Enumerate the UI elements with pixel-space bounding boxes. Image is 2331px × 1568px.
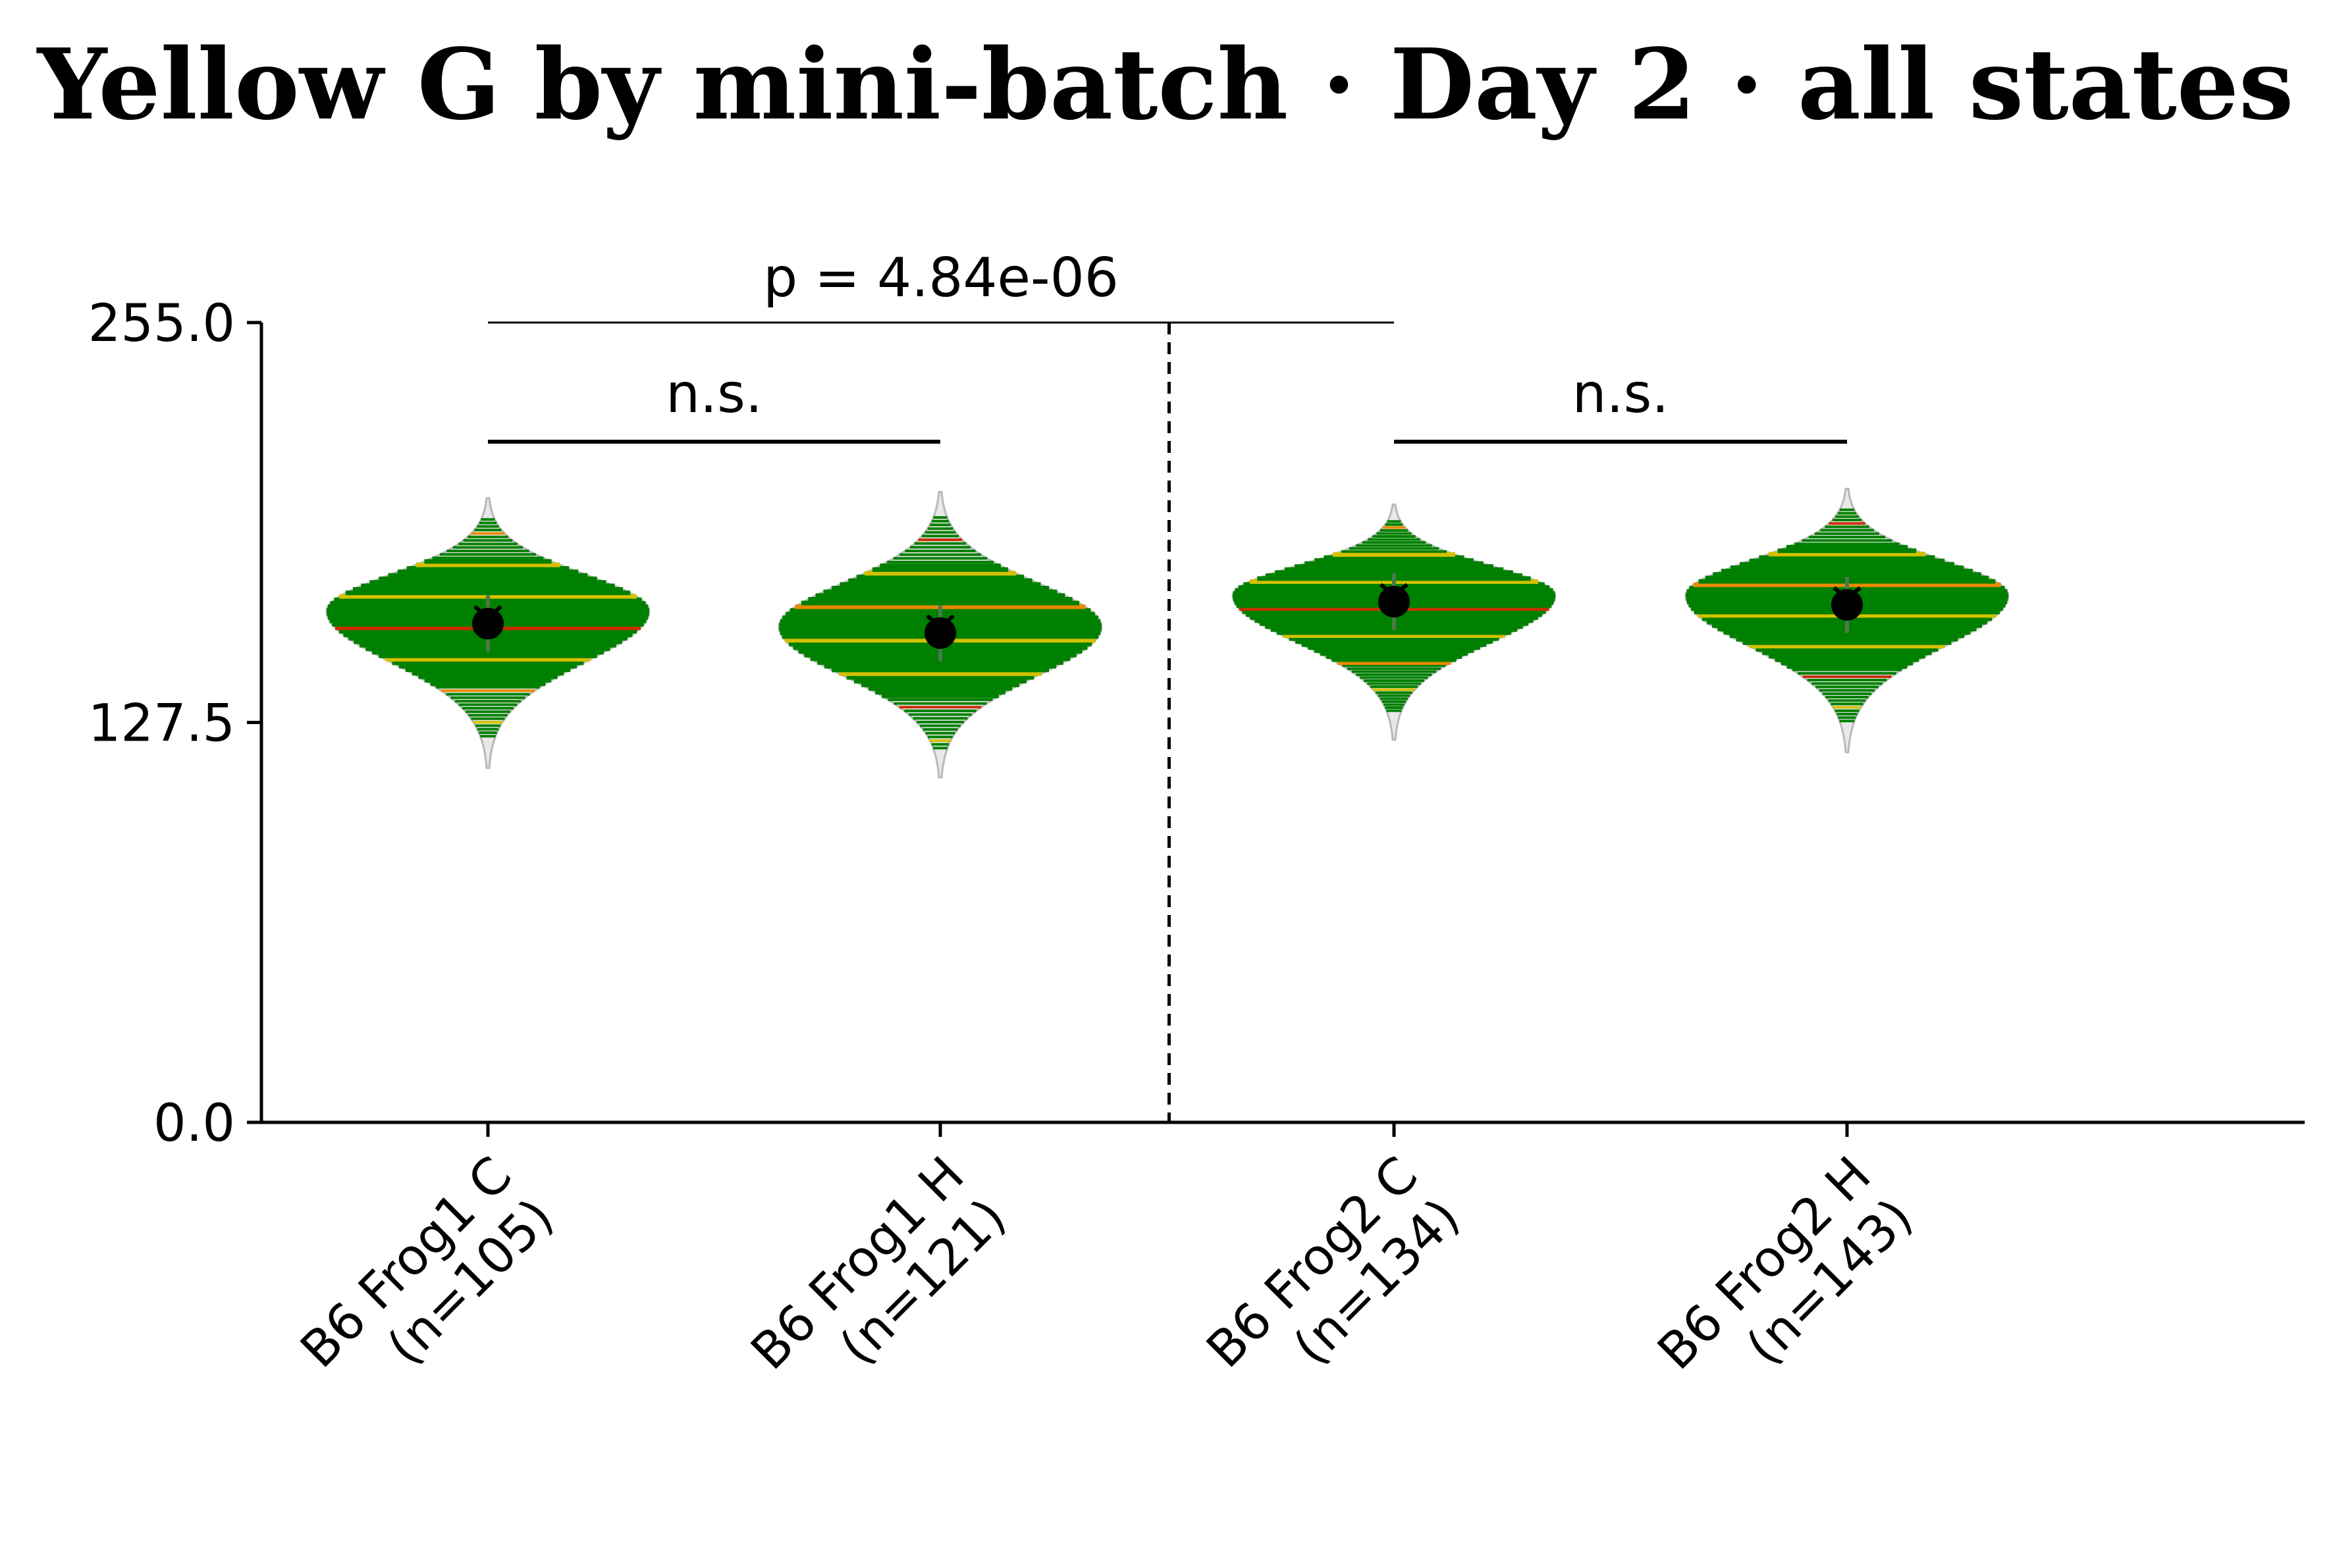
- y-tick-label: 127.5: [88, 694, 235, 754]
- violin-group: [1684, 488, 2010, 754]
- axes: 0.0 127.5 255.0: [88, 294, 2305, 1153]
- mean-marker: [1378, 586, 1410, 618]
- violin-group: [778, 490, 1103, 779]
- mean-marker: [924, 617, 956, 649]
- x-tick-label: B6 Frog1 H(n=121): [739, 1145, 1017, 1423]
- mean-marker: [1831, 588, 1863, 621]
- x-tick-labels: B6 Frog1 C(n=105) B6 Frog1 H(n=121) B6 Fro…: [289, 1122, 1923, 1423]
- y-tick-label: 255.0: [88, 294, 235, 353]
- violin-group: [325, 497, 651, 770]
- significance-label: n.s.: [666, 363, 763, 425]
- x-tick-label: B6 Frog1 C(n=105): [289, 1145, 564, 1421]
- x-tick-label: B6 Frog2 H(n=143): [1646, 1145, 1923, 1423]
- significance-label: p = 4.84e-06: [763, 247, 1119, 309]
- significance-annotations: n.s. n.s.p = 4.84e-06: [488, 247, 1847, 444]
- significance-label: n.s.: [1572, 363, 1669, 425]
- chart-title: Yellow G by mini-batch · Day 2 · all sta…: [37, 27, 2294, 142]
- y-tick-label: 0.0: [153, 1094, 235, 1153]
- x-tick-label: B6 Frog2 C(n=134): [1195, 1145, 1470, 1421]
- mean-marker: [472, 608, 504, 640]
- violin-group: [1231, 503, 1557, 741]
- violins: [325, 488, 2010, 779]
